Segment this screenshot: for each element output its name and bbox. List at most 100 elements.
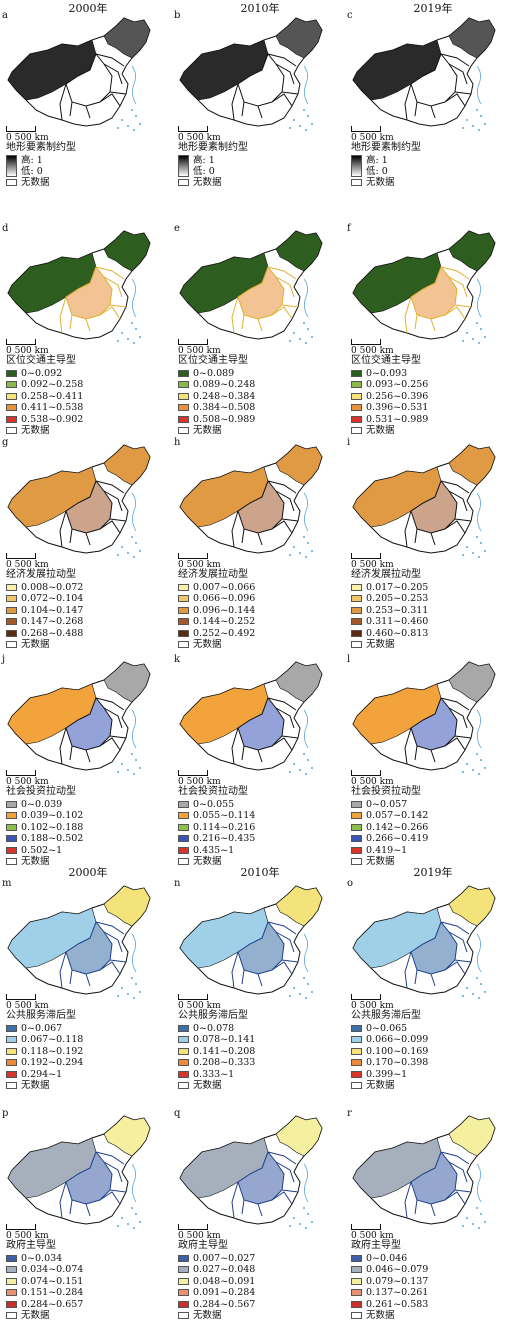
legend-swatch bbox=[178, 1047, 189, 1055]
island-dot bbox=[476, 1207, 478, 1209]
legend-label: 0.253~0.311 bbox=[366, 604, 429, 616]
legend-item-no-data: 无数据 bbox=[351, 1080, 428, 1092]
legend-swatch bbox=[178, 1300, 189, 1308]
legend-label: 0.435~1 bbox=[193, 844, 235, 856]
map-scale: 0 500 km bbox=[178, 770, 221, 787]
island-dot bbox=[289, 1225, 291, 1227]
legend-item: 0~0.067 bbox=[6, 1023, 83, 1035]
island-dot bbox=[117, 771, 119, 773]
island-dot bbox=[117, 127, 119, 129]
island-dot bbox=[303, 109, 305, 111]
island-dot bbox=[299, 552, 301, 554]
province-boundary bbox=[275, 276, 295, 298]
northeast-region bbox=[103, 230, 151, 272]
island-dot bbox=[484, 767, 486, 769]
island-dot bbox=[289, 995, 291, 997]
legend-swatch bbox=[351, 606, 362, 614]
legend-label: 0.118~0.192 bbox=[21, 1045, 84, 1057]
province-boundary bbox=[69, 1199, 73, 1215]
legend-swatch bbox=[6, 1059, 17, 1067]
legend-swatch bbox=[178, 1024, 189, 1032]
province-boundary bbox=[59, 1181, 67, 1219]
island-dot bbox=[472, 125, 474, 127]
island-dot bbox=[480, 1213, 482, 1215]
province-boundary bbox=[267, 53, 297, 67]
province-boundary bbox=[267, 697, 297, 711]
legend-item-no-data: 无数据 bbox=[178, 856, 255, 868]
scale-bar bbox=[178, 126, 208, 132]
island-dot bbox=[476, 109, 478, 111]
legend-swatch bbox=[178, 835, 189, 843]
scale-bar bbox=[178, 770, 208, 776]
legend-swatch bbox=[178, 381, 189, 389]
legend-swatch bbox=[351, 381, 362, 389]
coastline bbox=[476, 933, 482, 973]
legend-label: 0.205~0.253 bbox=[366, 593, 429, 604]
map-panel: d 0 500 km 区位交通主导型 0~0.092 0.092~0.258 0.258~… bbox=[0, 221, 170, 436]
legend-item: 0.007~0.066 bbox=[178, 582, 255, 594]
island-dot bbox=[139, 767, 141, 769]
legend-label: 无数据 bbox=[21, 425, 50, 436]
year-title: 2019年 bbox=[413, 866, 453, 879]
legend-swatch bbox=[351, 404, 362, 412]
legend-item: 0.253~0.311 bbox=[351, 605, 428, 617]
legend-swatch bbox=[351, 618, 362, 626]
legend-label: 无数据 bbox=[193, 425, 222, 436]
china-map bbox=[352, 1115, 496, 1229]
legend-item-no-data: 无数据 bbox=[6, 1310, 83, 1322]
legend-gradient: 高: 1 低: 0 bbox=[351, 154, 421, 177]
china-map bbox=[179, 661, 323, 775]
island-dot bbox=[478, 1227, 480, 1229]
legend-label: 无数据 bbox=[193, 1080, 222, 1091]
legend-swatch bbox=[6, 618, 17, 626]
province-boundary bbox=[99, 737, 121, 751]
legend: 区位交通主导型 0~0.089 0.089~0.248 0.248~0.384 0.38… bbox=[178, 355, 255, 437]
legend-swatch bbox=[351, 595, 362, 603]
province-boundary bbox=[448, 1161, 468, 1183]
island-dot bbox=[127, 552, 129, 554]
province-boundary bbox=[267, 1151, 297, 1165]
northeast-region bbox=[275, 885, 323, 927]
province-boundary bbox=[69, 745, 73, 761]
legend-item: 0.141~0.208 bbox=[178, 1046, 255, 1058]
scale-bar bbox=[351, 553, 381, 559]
map-scale: 0 500 km bbox=[351, 553, 394, 570]
island-dot bbox=[133, 773, 135, 775]
legend-item: 0~0.034 bbox=[6, 1253, 83, 1265]
province-boundary bbox=[95, 921, 125, 935]
island-dot bbox=[484, 991, 486, 993]
china-map bbox=[352, 230, 496, 344]
island-dot bbox=[289, 554, 291, 556]
legend-label: 0.114~0.216 bbox=[193, 821, 256, 833]
legend-label: 0.256~0.396 bbox=[366, 390, 429, 402]
island-dot bbox=[293, 987, 295, 989]
legend-label: 0.266~0.419 bbox=[366, 833, 429, 844]
legend-high: 高: 1 bbox=[21, 154, 43, 166]
legend-label: 0.066~0.096 bbox=[193, 593, 256, 604]
map-panel: m 0 500 km 公共服务滞后型 0~0.067 0.067~0.118 0.118~… bbox=[0, 876, 170, 1091]
province-boundary bbox=[103, 63, 123, 85]
central-region bbox=[410, 53, 458, 107]
province-boundary bbox=[440, 921, 470, 935]
legend-item: 0.114~0.216 bbox=[178, 822, 255, 834]
legend: 经济发展拉动型 0.017~0.205 0.205~0.253 0.253~0.311… bbox=[351, 569, 428, 651]
island-dot bbox=[472, 1223, 474, 1225]
coastline bbox=[476, 65, 482, 105]
central-region bbox=[237, 53, 285, 107]
island-dot bbox=[139, 336, 141, 338]
legend-title: 区位交通主导型 bbox=[178, 355, 248, 366]
map-scale: 0 500 km bbox=[351, 994, 394, 1011]
province-boundary bbox=[271, 1191, 293, 1205]
legend-item: 0.055~0.114 bbox=[178, 810, 255, 822]
province-boundary bbox=[257, 318, 263, 332]
legend-label: 无数据 bbox=[366, 176, 395, 188]
legend-swatch bbox=[178, 846, 189, 854]
legend-item: 0~0.065 bbox=[351, 1023, 428, 1035]
island-dot bbox=[480, 983, 482, 985]
legend-item-no-data: 无数据 bbox=[6, 639, 83, 651]
island-dot bbox=[311, 123, 313, 125]
panel-label: b bbox=[174, 10, 181, 21]
legend-swatch bbox=[351, 1070, 362, 1078]
legend-swatch bbox=[6, 1036, 17, 1044]
